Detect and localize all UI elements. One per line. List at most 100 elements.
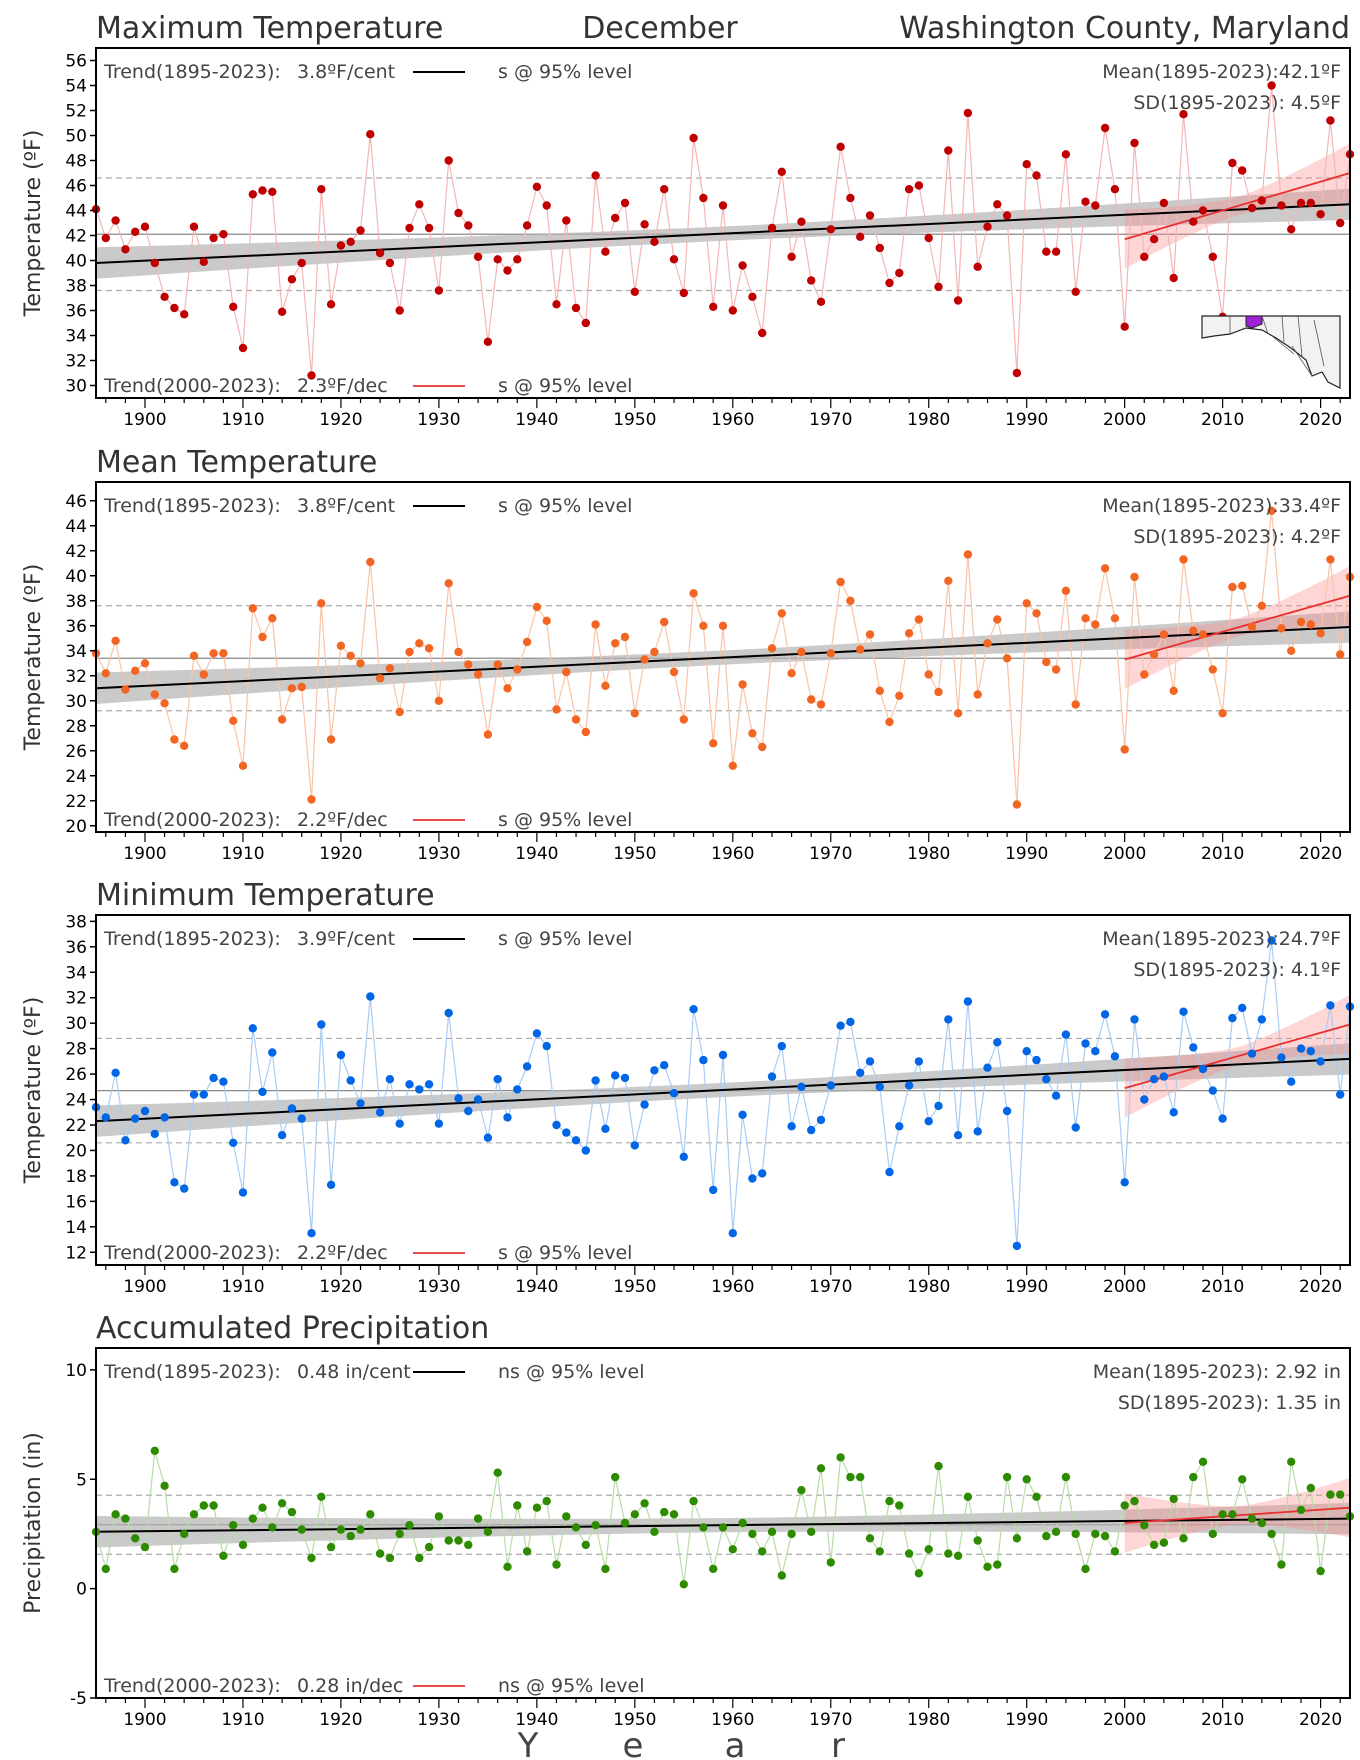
data-point	[552, 300, 561, 309]
data-point	[748, 729, 757, 738]
data-point	[1159, 1538, 1169, 1547]
data-point	[532, 182, 542, 191]
data-point	[444, 579, 453, 588]
data-point	[620, 1073, 630, 1083]
sd-label: SD(1895-2023): 4.1ºF	[1133, 959, 1341, 981]
data-point	[630, 709, 639, 718]
data-point	[326, 1542, 336, 1552]
data-point	[542, 616, 551, 625]
data-point	[1100, 1531, 1110, 1541]
data-point	[1228, 158, 1237, 168]
data-point	[160, 699, 169, 708]
data-point	[611, 213, 620, 223]
data-point	[395, 1529, 404, 1539]
data-point	[1042, 247, 1051, 256]
data-point	[748, 1174, 757, 1183]
data-point	[630, 1141, 639, 1150]
x-tick-label: 2000	[1103, 844, 1146, 864]
data-point	[493, 255, 502, 264]
data-point	[140, 1542, 150, 1552]
data-point	[728, 1545, 737, 1554]
data-point	[1179, 555, 1188, 564]
data-point	[934, 282, 943, 291]
data-point	[101, 1564, 111, 1574]
y-tick-label: 42	[65, 542, 87, 562]
data-point	[934, 687, 943, 697]
data-point	[1032, 171, 1041, 180]
data-point	[160, 1481, 169, 1491]
data-point	[1169, 273, 1178, 283]
data-point	[317, 599, 326, 608]
data-point	[983, 1562, 992, 1572]
data-point	[140, 659, 150, 668]
data-point	[199, 670, 208, 679]
data-point	[865, 1057, 875, 1066]
data-point	[121, 1514, 130, 1523]
y-tick-label: 12	[65, 1243, 87, 1263]
data-point	[630, 1510, 639, 1519]
data-point	[366, 992, 375, 1001]
data-point	[904, 629, 914, 638]
data-point	[1169, 686, 1178, 695]
panel-2: Mean Temperature Trend(1895-2023): 3.8ºF/c…	[21, 445, 1355, 864]
data-point	[131, 1114, 140, 1123]
data-point	[1306, 1047, 1316, 1056]
data-point	[385, 1553, 395, 1563]
y-axis-label: Temperature (ºF)	[21, 564, 46, 752]
data-point	[787, 669, 796, 678]
data-point	[885, 1496, 894, 1506]
trend-recent-significance: s @ 95% level	[498, 1242, 632, 1264]
x-tick-label: 1910	[221, 1277, 264, 1297]
trend-long-label: Trend(1895-2023):	[103, 495, 281, 517]
data-point	[767, 223, 777, 233]
data-point	[1042, 1531, 1051, 1541]
data-point	[483, 337, 493, 346]
x-tick-label: 2010	[1201, 410, 1244, 430]
data-point	[973, 1127, 982, 1136]
data-point	[865, 630, 875, 639]
data-point	[180, 741, 189, 750]
data-point	[503, 1113, 512, 1122]
data-point	[424, 644, 434, 653]
data-point	[1081, 197, 1090, 206]
mean-label: Mean(1895-2023):42.1ºF	[1102, 61, 1341, 83]
y-tick-label: 20	[65, 1141, 87, 1161]
data-point	[199, 257, 208, 266]
data-point	[493, 660, 502, 669]
data-point	[1012, 1534, 1022, 1543]
data-point	[1208, 252, 1218, 261]
data-point	[1208, 1529, 1218, 1539]
data-point	[150, 690, 159, 699]
data-point	[1296, 1505, 1306, 1515]
data-point	[248, 1024, 257, 1033]
data-point	[160, 292, 169, 301]
data-point	[287, 275, 297, 284]
data-point	[1130, 572, 1139, 582]
data-point	[1247, 203, 1257, 213]
data-point	[1306, 1483, 1316, 1493]
data-point	[434, 1512, 444, 1521]
panel-title: Maximum Temperature	[96, 11, 443, 46]
data-point	[777, 609, 786, 618]
data-point	[131, 1534, 140, 1543]
trend-long-significance: s @ 95% level	[498, 495, 632, 517]
x-tick-label: 1970	[809, 1277, 852, 1297]
data-point	[101, 1113, 111, 1122]
data-point	[562, 667, 571, 677]
x-tick-label: 1930	[417, 844, 460, 864]
data-point	[973, 1536, 982, 1545]
data-point	[983, 1063, 992, 1072]
y-tick-label: 40	[65, 252, 87, 272]
y-tick-label: 5	[76, 1470, 87, 1490]
data-point	[248, 1514, 257, 1523]
data-point	[464, 221, 473, 230]
x-tick-label: 2000	[1103, 1710, 1146, 1730]
data-point	[836, 1453, 845, 1462]
y-tick-label: 28	[65, 1040, 87, 1060]
data-point	[1208, 665, 1218, 674]
data-point	[1287, 225, 1296, 234]
x-tick-label: 1980	[907, 410, 950, 430]
data-point	[297, 682, 306, 692]
data-point	[375, 1108, 385, 1117]
data-point	[307, 1553, 316, 1563]
